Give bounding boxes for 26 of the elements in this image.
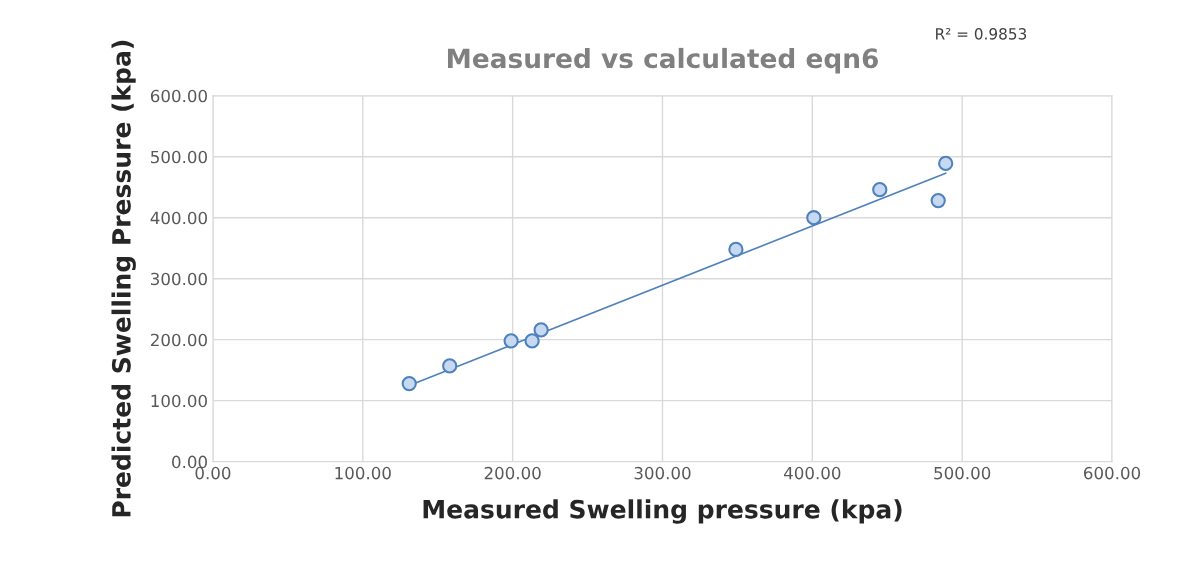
text: R² = 0.9853 — [936, 28, 1027, 40]
point — [872, 182, 888, 198]
chart-title: Measured vs calculated eqn6 — [447, 47, 878, 74]
x-tick-label: 200.00 — [484, 466, 541, 480]
point — [533, 322, 549, 338]
point — [401, 375, 417, 392]
point — [806, 210, 822, 226]
y-tick-label: 400.00 — [150, 211, 207, 225]
y-tick-label: 500.00 — [151, 150, 207, 164]
x-tick-label: 600.00 — [1084, 466, 1141, 480]
point — [442, 358, 458, 374]
y-tick-label: 100.00 — [151, 394, 207, 408]
x-tick-label: 100.00 — [335, 466, 391, 480]
point — [938, 155, 954, 172]
point — [503, 333, 519, 349]
y-tick-label: 600.00 — [150, 89, 207, 103]
point — [524, 333, 540, 349]
y-axis-title: Predicted Swelling Pressure (kpa) — [111, 40, 136, 517]
y-tick-label: 300.00 — [151, 272, 207, 286]
y-tick-label: 200.00 — [150, 333, 207, 347]
x-axis-title: Measured Swelling pressure (kpa) — [423, 499, 902, 524]
x-tick-label: 400.00 — [783, 466, 841, 480]
x-tick-label: 300.00 — [634, 466, 691, 480]
x-tick-label: 500.00 — [934, 466, 991, 480]
point — [728, 241, 744, 258]
point — [930, 192, 946, 209]
